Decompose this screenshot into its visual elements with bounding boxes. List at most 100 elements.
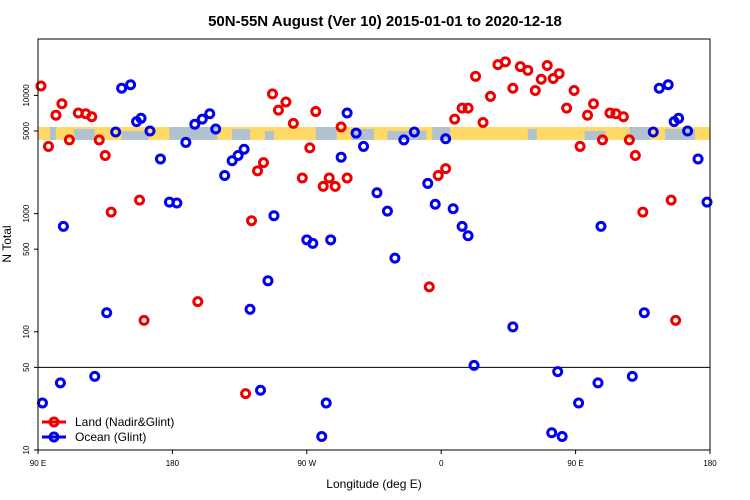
ocean-point xyxy=(456,220,468,232)
ocean-point xyxy=(219,170,231,182)
legend-land-marker xyxy=(48,416,60,428)
ocean-point xyxy=(408,126,420,138)
land-point xyxy=(522,64,534,76)
band-ocean-segment xyxy=(351,129,374,140)
ocean-point xyxy=(54,377,66,389)
land-point xyxy=(317,180,329,192)
land-point xyxy=(541,60,553,72)
x-tick-label: 0 xyxy=(439,459,444,468)
band-ocean-segment xyxy=(584,131,606,140)
y-tick-label: 10 xyxy=(22,445,31,454)
ocean-point xyxy=(154,153,166,165)
x-tick-label: 90 E xyxy=(30,459,46,468)
band-ocean-segment xyxy=(432,127,451,140)
land-point xyxy=(272,104,284,116)
land-point xyxy=(56,98,68,110)
land-point xyxy=(304,142,316,154)
ocean-point xyxy=(507,321,519,333)
land-point xyxy=(296,172,308,184)
x-tick-label: 90 E xyxy=(567,459,583,468)
x-axis-ticks: 90 E 180 90 W 0 90 E 180 xyxy=(30,450,717,468)
land-point xyxy=(477,116,489,128)
land-point xyxy=(574,140,586,152)
ocean-point xyxy=(316,431,328,443)
y-tick-label: 50 xyxy=(22,362,31,371)
band-ocean-segment xyxy=(315,127,337,140)
ocean-point xyxy=(398,134,410,146)
ocean-point xyxy=(556,431,568,443)
ocean-point xyxy=(552,366,564,378)
ocean-point xyxy=(57,220,69,232)
legend-ocean-label: Ocean (Glint) xyxy=(75,430,146,444)
ocean-point xyxy=(320,397,332,409)
land-point xyxy=(257,157,269,169)
land-point xyxy=(310,106,322,118)
land-point xyxy=(456,102,468,114)
ocean-point xyxy=(335,151,347,163)
land-mask-band xyxy=(38,127,710,140)
ocean-point xyxy=(389,252,401,264)
chart-title: 50N-55N August (Ver 10) 2015-01-01 to 20… xyxy=(208,13,562,30)
land-point xyxy=(440,163,452,175)
ocean-point xyxy=(204,108,216,120)
land-point xyxy=(499,56,511,68)
y-axis-ticks: 10 50 100 500 1000 5000 10000 xyxy=(22,84,38,454)
x-tick-label: 90 W xyxy=(297,459,316,468)
land-point xyxy=(617,111,629,123)
ocean-point xyxy=(341,107,353,119)
ocean-point xyxy=(626,370,638,382)
ocean-point xyxy=(350,127,362,139)
land-point xyxy=(507,82,519,94)
land-point xyxy=(432,170,444,182)
ocean-point xyxy=(592,377,604,389)
ocean-point xyxy=(653,82,665,94)
ocean-point xyxy=(546,427,558,439)
ocean-point xyxy=(682,125,694,137)
band-ocean-segment xyxy=(73,129,95,140)
land-point xyxy=(329,180,341,192)
ocean-point xyxy=(468,359,480,371)
band-ocean-segment xyxy=(629,127,651,140)
land-point xyxy=(341,172,353,184)
land-point xyxy=(240,388,252,400)
land-point xyxy=(266,88,278,100)
y-tick-label: 1000 xyxy=(22,204,31,222)
land-point xyxy=(86,111,98,123)
land-point xyxy=(561,102,573,114)
band-ocean-segment xyxy=(264,131,274,140)
land-point xyxy=(553,68,565,80)
land-point xyxy=(134,194,146,206)
land-point xyxy=(596,134,608,146)
ocean-point xyxy=(180,136,192,148)
ocean-point xyxy=(673,112,685,124)
land-point xyxy=(665,194,677,206)
ocean-point xyxy=(371,187,383,199)
land-point xyxy=(35,80,47,92)
ocean-point xyxy=(135,112,147,124)
land-point xyxy=(63,134,75,146)
land-point xyxy=(604,107,616,119)
ocean-point xyxy=(307,237,319,249)
land-point xyxy=(99,150,111,162)
land-point xyxy=(623,134,635,146)
land-point xyxy=(470,70,482,82)
ocean-point xyxy=(268,210,280,222)
ocean-point xyxy=(189,118,201,130)
ocean-point xyxy=(238,143,250,155)
x-tick-label: 180 xyxy=(703,459,717,468)
band-ocean-segment xyxy=(49,127,56,140)
ocean-point xyxy=(101,307,113,319)
land-point xyxy=(529,85,541,97)
y-tick-label: 500 xyxy=(22,242,31,256)
land-point xyxy=(105,206,117,218)
land-point xyxy=(484,90,496,102)
ocean-point xyxy=(116,82,128,94)
band-ocean-segment xyxy=(665,129,696,140)
land-point xyxy=(42,140,54,152)
series-ocean xyxy=(36,79,713,443)
ocean-point xyxy=(144,125,156,137)
land-point xyxy=(246,215,258,227)
land-point xyxy=(629,150,641,162)
ocean-point xyxy=(662,79,674,91)
ocean-point xyxy=(440,133,452,145)
